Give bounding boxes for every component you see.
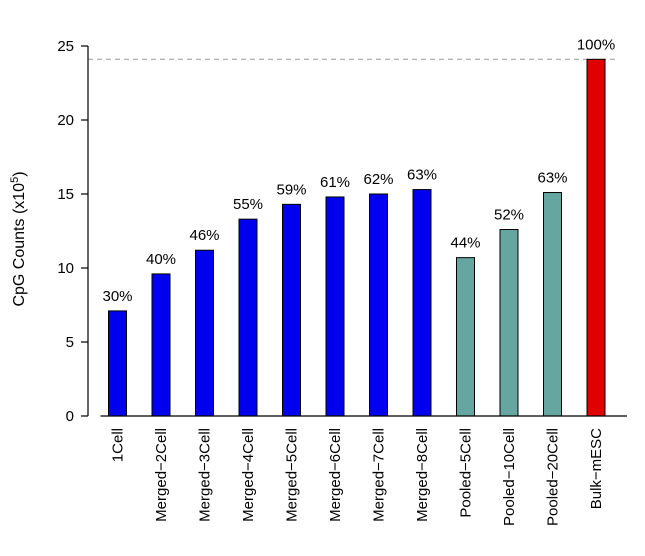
bar-pooled-10cell [499, 229, 519, 417]
data-label-merged-5cell: 59% [276, 181, 306, 198]
y-tick-label-20: 20 [57, 112, 74, 129]
data-label-merged-6cell: 61% [320, 174, 350, 191]
data-label-merged-3cell: 46% [189, 227, 219, 244]
y-tick-label-5: 5 [66, 334, 74, 351]
bar-bulk-mesc [586, 58, 606, 417]
data-label-bulk-mesc: 100% [577, 36, 615, 53]
category-label-pooled-5cell: Pooled−5Cell [458, 428, 475, 518]
data-label-merged-4cell: 55% [233, 196, 263, 213]
category-label-merged-3cell: Merged−3Cell [197, 428, 214, 522]
bar-merged-8cell [412, 189, 432, 417]
bar-merged-6cell [325, 196, 345, 417]
data-label-pooled-5cell: 44% [450, 235, 480, 252]
bar-merged-5cell [282, 203, 301, 417]
data-label-merged-8cell: 63% [407, 167, 437, 184]
y-axis-title: CpG Counts (x105) [9, 171, 28, 306]
bar-merged-4cell [238, 218, 258, 417]
y-tick-label-0: 0 [66, 408, 74, 425]
category-label-merged-7cell: Merged−7Cell [371, 428, 388, 522]
y-tick-label-10: 10 [57, 260, 74, 277]
data-labels-layer: 30% 40% 46% 55% 59% 61% 62% 63% 44% 52% 63% 100% [102, 36, 615, 305]
y-tick-label-15: 15 [57, 186, 74, 203]
category-label-bulk-mesc: Bulk−mESC [588, 428, 605, 509]
y-axis-title-suffix: ) [11, 171, 28, 176]
category-label-merged-2cell: Merged−2Cell [153, 428, 170, 522]
category-label-pooled-10cell: Pooled−10Cell [501, 428, 518, 526]
bars-layer [108, 58, 606, 417]
y-axis-title-exponent: 5 [9, 177, 21, 183]
y-axis: 0 5 10 15 20 25 [57, 38, 89, 425]
bar-pooled-20cell [543, 192, 562, 417]
data-label-pooled-20cell: 63% [537, 170, 567, 187]
data-label-merged-7cell: 62% [363, 171, 393, 188]
bar-merged-2cell [151, 273, 171, 417]
bar-merged-7cell [369, 193, 388, 417]
category-label-pooled-20cell: Pooled−20Cell [545, 428, 562, 526]
category-label-merged-8cell: Merged−8Cell [414, 428, 431, 522]
data-label-merged-2cell: 40% [146, 251, 176, 268]
data-label-pooled-10cell: 52% [494, 207, 524, 224]
x-axis-category-labels: 1Cell Merged−2Cell Merged−3Cell Merged−4Cel… [110, 428, 606, 526]
data-label-1cell: 30% [102, 288, 132, 305]
bar-merged-3cell [195, 249, 214, 417]
category-label-1cell: 1Cell [110, 428, 127, 462]
y-axis-title-main: CpG Counts (x10 [11, 183, 28, 307]
bar-pooled-5cell [456, 257, 475, 417]
bar-1cell [108, 310, 127, 417]
category-label-merged-6cell: Merged−6Cell [327, 428, 344, 522]
category-label-merged-4cell: Merged−4Cell [240, 428, 257, 522]
y-tick-label-25: 25 [57, 38, 74, 55]
category-label-merged-5cell: Merged−5Cell [284, 428, 301, 522]
